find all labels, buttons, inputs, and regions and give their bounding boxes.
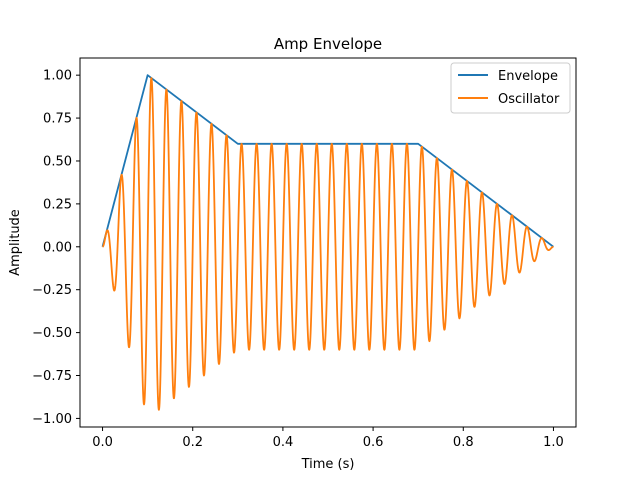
- y-tick-label: −0.75: [32, 369, 72, 384]
- x-tick-label: 0.8: [453, 435, 474, 450]
- x-tick-label: 1.0: [543, 435, 564, 450]
- y-axis-label: Amplitude: [8, 209, 23, 276]
- y-axis-ticks: −1.00 −0.75 −0.50 −0.25 0.00 0.25 0.50 0.75 1.00: [32, 69, 80, 427]
- axes-frame: [79, 57, 577, 428]
- oscillator-line: [101, 77, 555, 411]
- y-tick-label: −0.50: [32, 326, 72, 341]
- y-tick-label: 0.25: [43, 197, 72, 212]
- envelope-line: [101, 74, 554, 248]
- legend-label-oscillator: Oscillator: [498, 92, 560, 107]
- x-tick-label: 0.4: [273, 435, 294, 450]
- x-axis-ticks: 0.0 0.2 0.4 0.6 0.8 1.0: [92, 427, 564, 450]
- x-axis-label: Time (s): [301, 457, 355, 472]
- legend: Envelope Oscillator: [450, 62, 571, 114]
- y-tick-label: 1.00: [43, 69, 72, 84]
- legend-label-envelope: Envelope: [498, 69, 558, 84]
- y-tick-label: 0.75: [43, 112, 72, 127]
- x-tick-label: 0.6: [363, 435, 384, 450]
- x-tick-label: 0.0: [92, 435, 113, 450]
- chart-title: Amp Envelope: [274, 35, 382, 53]
- y-tick-label: 0.00: [43, 240, 72, 255]
- y-tick-label: −1.00: [32, 412, 72, 427]
- y-tick-label: 0.50: [43, 154, 72, 169]
- y-tick-label: −0.25: [32, 283, 72, 298]
- plot-area: [101, 74, 555, 411]
- x-tick-label: 0.2: [182, 435, 203, 450]
